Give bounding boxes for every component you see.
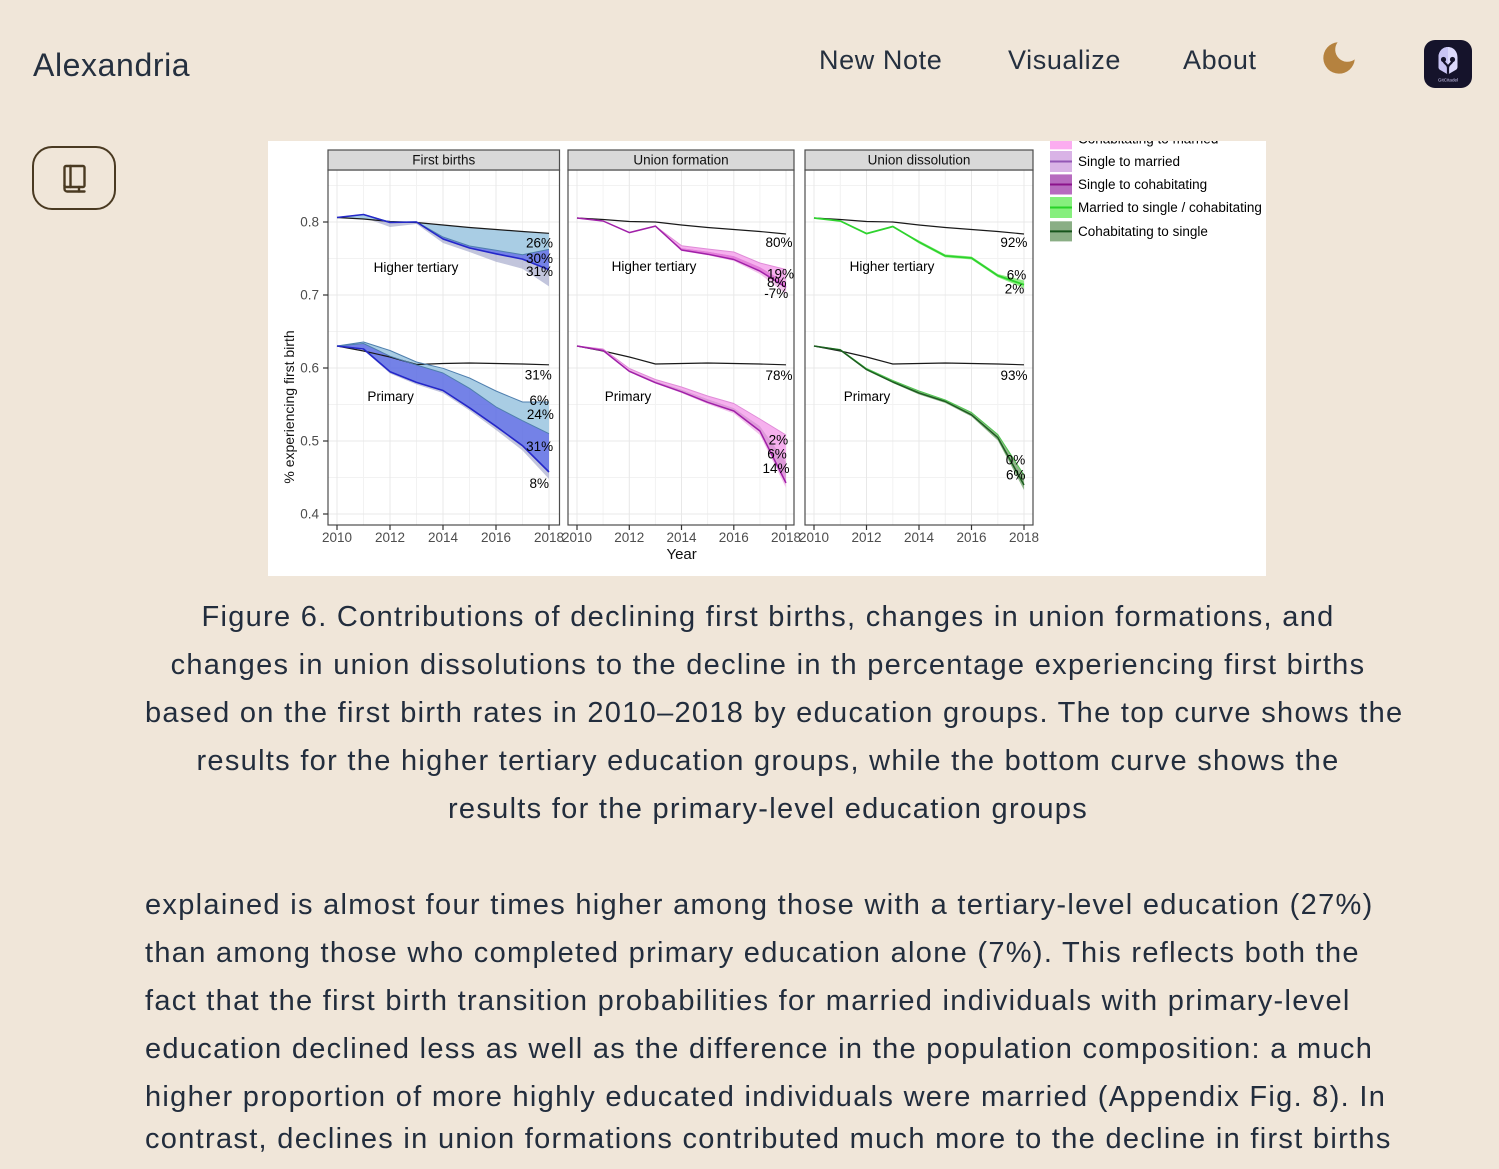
svg-text:6%: 6% (530, 393, 550, 408)
svg-text:2012: 2012 (375, 530, 405, 545)
svg-text:2%: 2% (1005, 282, 1025, 297)
svg-text:92%: 92% (1000, 235, 1027, 250)
svg-text:Cohabitating to married: Cohabitating to married (1078, 141, 1218, 147)
svg-text:2016: 2016 (481, 530, 511, 545)
svg-text:6%: 6% (1006, 468, 1026, 483)
svg-text:Union formation: Union formation (633, 153, 728, 168)
svg-text:Higher tertiary: Higher tertiary (850, 259, 935, 274)
svg-text:Union dissolution: Union dissolution (868, 153, 971, 168)
svg-text:2010: 2010 (322, 530, 352, 545)
svg-text:80%: 80% (765, 235, 792, 250)
svg-text:2010: 2010 (562, 530, 592, 545)
svg-text:14%: 14% (762, 461, 789, 476)
svg-text:2016: 2016 (956, 530, 986, 545)
svg-text:Higher tertiary: Higher tertiary (374, 260, 459, 275)
svg-text:2014: 2014 (904, 530, 935, 545)
svg-text:0.5: 0.5 (300, 434, 319, 449)
svg-text:31%: 31% (525, 368, 552, 383)
svg-text:Primary: Primary (844, 389, 891, 404)
svg-text:2012: 2012 (851, 530, 881, 545)
svg-text:26%: 26% (526, 236, 553, 251)
svg-text:2018: 2018 (1009, 530, 1039, 545)
svg-text:24%: 24% (527, 407, 554, 422)
svg-text:0.4: 0.4 (300, 507, 319, 522)
svg-text:Higher tertiary: Higher tertiary (612, 259, 697, 274)
svg-text:2016: 2016 (719, 530, 749, 545)
svg-text:6%: 6% (1007, 268, 1027, 283)
svg-text:2018: 2018 (771, 530, 801, 545)
svg-text:Married to single / cohabitati: Married to single / cohabitating (1078, 200, 1262, 215)
svg-text:Cohabitating to single: Cohabitating to single (1078, 224, 1208, 239)
svg-text:0.7: 0.7 (300, 288, 319, 303)
svg-text:First births: First births (412, 153, 475, 168)
svg-text:GitCitadel: GitCitadel (1438, 78, 1458, 83)
svg-text:78%: 78% (765, 368, 792, 383)
svg-text:31%: 31% (526, 439, 553, 454)
svg-text:-7%: -7% (764, 286, 788, 301)
svg-text:Year: Year (666, 546, 696, 563)
svg-text:2014: 2014 (428, 530, 459, 545)
svg-text:2018: 2018 (534, 530, 564, 545)
svg-text:2012: 2012 (614, 530, 644, 545)
svg-text:2010: 2010 (799, 530, 829, 545)
svg-text:93%: 93% (1000, 368, 1027, 383)
svg-text:Single to married: Single to married (1078, 154, 1180, 169)
svg-text:0.8: 0.8 (300, 215, 319, 230)
svg-text:19%: 19% (767, 267, 794, 282)
svg-text:Primary: Primary (605, 389, 652, 404)
svg-text:Primary: Primary (367, 389, 414, 404)
svg-text:Single to cohabitating: Single to cohabitating (1078, 177, 1207, 192)
svg-text:8%: 8% (767, 275, 787, 290)
svg-text:2%: 2% (769, 433, 789, 448)
svg-text:0%: 0% (1006, 452, 1026, 467)
svg-text:2014: 2014 (666, 530, 697, 545)
svg-text:31%: 31% (526, 264, 553, 279)
svg-text:0.6: 0.6 (300, 361, 319, 376)
svg-text:30%: 30% (526, 251, 553, 266)
svg-text:% experiencing first birth: % experiencing first birth (281, 330, 297, 483)
svg-text:6%: 6% (767, 446, 787, 461)
svg-text:8%: 8% (530, 476, 550, 491)
